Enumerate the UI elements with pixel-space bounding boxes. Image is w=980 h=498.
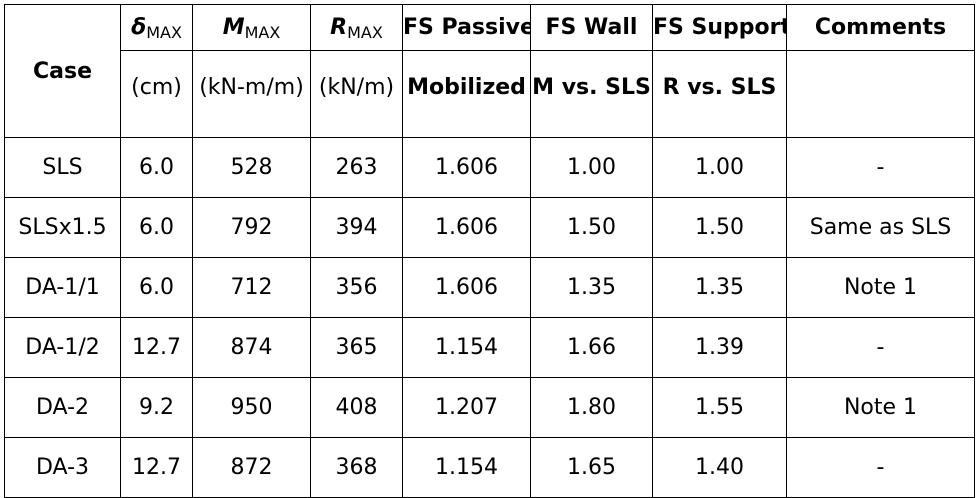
- r-subscript: MAX: [347, 23, 383, 42]
- fs-wall-cell: 1.66: [530, 317, 653, 378]
- fs-passive-subheader: Mobilized: [402, 50, 531, 138]
- m-cell: 872: [192, 437, 311, 498]
- fs-support-cell: 1.50: [652, 197, 787, 258]
- r-max-header: RMAX: [310, 4, 403, 51]
- m-cell: 528: [192, 137, 311, 198]
- delta-cell: 12.7: [120, 317, 193, 378]
- fs-wall-cell: 1.35: [530, 257, 653, 318]
- delta-cell: 9.2: [120, 377, 193, 438]
- comments-cell: -: [786, 317, 975, 378]
- table-row: SLS 6.0 528 263 1.606 1.00 1.00 -: [4, 137, 975, 198]
- m-unit: (kN-m/m): [192, 50, 311, 138]
- subheader-row: (cm) (kN-m/m) (kN/m) Mobilized M vs. SLS…: [5, 50, 975, 138]
- fs-support-cell: 1.00: [652, 137, 787, 198]
- case-cell: DA-1/1: [4, 257, 121, 318]
- case-cell: SLSx1.5: [4, 197, 121, 258]
- case-header: Case: [4, 4, 121, 138]
- fs-support-cell: 1.39: [652, 317, 787, 378]
- fs-support-header: FS Support: [652, 4, 787, 51]
- fs-wall-subheader: M vs. SLS: [530, 50, 653, 138]
- case-cell: DA-1/2: [4, 317, 121, 378]
- r-cell: 368: [310, 437, 403, 498]
- fs-support-subheader: R vs. SLS: [652, 50, 787, 138]
- fs-passive-cell: 1.154: [402, 317, 531, 378]
- case-cell: SLS: [4, 137, 121, 198]
- fs-wall-cell: 1.80: [530, 377, 653, 438]
- delta-symbol: δ: [131, 15, 147, 40]
- m-subscript: MAX: [244, 23, 281, 42]
- delta-cell: 12.7: [120, 437, 193, 498]
- fs-wall-header: FS Wall: [530, 4, 653, 51]
- fs-support-cell: 1.35: [652, 257, 787, 318]
- m-max-header: MMAX: [192, 4, 311, 51]
- delta-unit: (cm): [120, 50, 193, 138]
- delta-subscript: MAX: [146, 23, 182, 42]
- m-cell: 712: [192, 257, 311, 318]
- comments-cell: -: [786, 437, 975, 498]
- delta-max-header: δMAX: [120, 4, 193, 51]
- fs-passive-cell: 1.207: [402, 377, 531, 438]
- m-symbol: M: [222, 15, 245, 40]
- r-cell: 408: [310, 377, 403, 438]
- fs-wall-cell: 1.00: [530, 137, 653, 198]
- delta-cell: 6.0: [120, 137, 193, 198]
- table-row: DA-2 9.2 950 408 1.207 1.80 1.55 Note 1: [4, 377, 975, 438]
- table-row: SLSx1.5 6.0 792 394 1.606 1.50 1.50 Same…: [4, 197, 975, 258]
- fs-passive-cell: 1.154: [402, 437, 531, 498]
- fs-passive-cell: 1.606: [402, 137, 531, 198]
- fs-wall-cell: 1.50: [530, 197, 653, 258]
- table-row: DA-1/2 12.7 874 365 1.154 1.66 1.39 -: [4, 317, 975, 378]
- comments-cell: Note 1: [786, 377, 975, 438]
- m-cell: 874: [192, 317, 311, 378]
- r-unit: (kN/m): [310, 50, 403, 138]
- m-cell: 792: [192, 197, 311, 258]
- m-cell: 950: [192, 377, 311, 438]
- header-row: Case δMAX MMAX RMAX FS Passive FS Wall F…: [4, 4, 975, 138]
- r-symbol: R: [330, 15, 348, 40]
- fs-wall-cell: 1.65: [530, 437, 653, 498]
- fs-support-cell: 1.40: [652, 437, 787, 498]
- r-cell: 365: [310, 317, 403, 378]
- r-cell: 394: [310, 197, 403, 258]
- case-cell: DA-2: [4, 377, 121, 438]
- fs-passive-cell: 1.606: [402, 197, 531, 258]
- delta-cell: 6.0: [120, 197, 193, 258]
- fs-passive-cell: 1.606: [402, 257, 531, 318]
- fs-support-cell: 1.55: [652, 377, 787, 438]
- comments-cell: Same as SLS: [786, 197, 975, 258]
- table-row: DA-1/1 6.0 712 356 1.606 1.35 1.35 Note …: [4, 257, 975, 318]
- case-cell: DA-3: [4, 437, 121, 498]
- comments-cell: -: [786, 137, 975, 198]
- r-cell: 356: [310, 257, 403, 318]
- results-table: Case δMAX MMAX RMAX FS Passive FS Wall F…: [4, 4, 975, 498]
- r-cell: 263: [310, 137, 403, 198]
- delta-cell: 6.0: [120, 257, 193, 318]
- table-row: DA-3 12.7 872 368 1.154 1.65 1.40 -: [4, 437, 975, 498]
- comments-cell: Note 1: [786, 257, 975, 318]
- comments-subheader: [786, 50, 975, 138]
- comments-header: Comments: [786, 4, 975, 51]
- fs-passive-header: FS Passive: [402, 4, 531, 51]
